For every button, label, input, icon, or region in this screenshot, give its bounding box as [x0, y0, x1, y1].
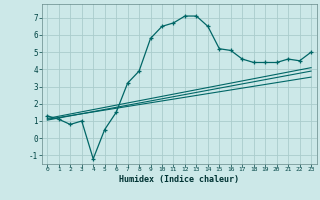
X-axis label: Humidex (Indice chaleur): Humidex (Indice chaleur) — [119, 175, 239, 184]
